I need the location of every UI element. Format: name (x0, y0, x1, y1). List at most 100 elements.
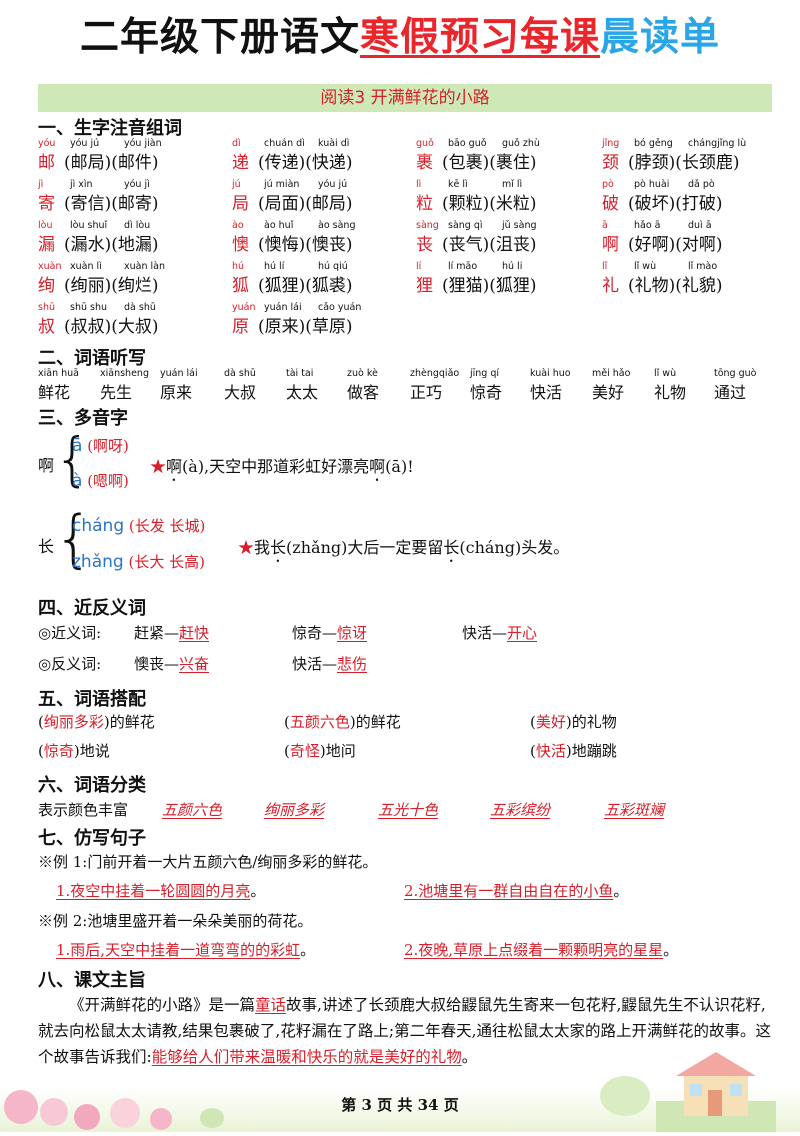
char-glyph: 狸 (416, 276, 433, 296)
flower-decoration (74, 1104, 100, 1130)
dictation-word: 通过 (714, 383, 747, 402)
word-pair: (局面)(邮局) (258, 194, 353, 214)
dictation-pinyin: tài tai (286, 368, 314, 379)
char-pinyin: pò (602, 179, 614, 190)
synonym-label: ◎近义词: (38, 624, 102, 642)
bush-decoration (600, 1076, 650, 1116)
word-pair: (包裹)(裹住) (442, 153, 537, 173)
dictation-word: 惊奇 (470, 383, 503, 402)
collocation-item: (五颜六色)的鲜花 (284, 713, 401, 731)
char-glyph: 裹 (416, 153, 433, 173)
polyphone-char-a: 啊 (38, 456, 55, 475)
word-pinyin: bó gěng (634, 138, 673, 149)
char-pinyin: xuàn (38, 261, 62, 272)
word-pair: (破坏)(打破) (628, 194, 723, 214)
char-pinyin: yóu (38, 138, 56, 149)
dictation-word: 美好 (592, 383, 625, 402)
dictation-item: dà shū 大叔 (224, 368, 256, 403)
word-pinyin: xuàn lì (70, 261, 102, 272)
collocation-item: (绚丽多彩)的鲜花 (38, 713, 155, 731)
dictation-item: zuò kè 做客 (347, 368, 379, 403)
dictation-item: lǐ wù 礼物 (654, 368, 686, 403)
word-pinyin: yuán lái (264, 302, 302, 313)
dictation-pinyin: xiān huā (38, 368, 79, 379)
classify-item: 五彩斑斓 (604, 801, 665, 819)
word-pinyin: yóu jì (124, 179, 150, 190)
section-heading-6: 六、词语分类 (38, 775, 146, 796)
dictation-pinyin: jīng qí (470, 368, 500, 379)
brace-a: { (54, 425, 91, 493)
char-pinyin: sàng (416, 220, 439, 231)
char-glyph: 叔 (38, 317, 55, 337)
dictation-item: měi hǎo 美好 (592, 368, 630, 403)
dictation-item: xiānsheng 先生 (100, 368, 149, 403)
dictation-pinyin: zuò kè (347, 368, 378, 379)
dictation-item: kuài huo 快活 (530, 368, 571, 403)
title-part-3: 晨读单 (600, 15, 721, 60)
synonym-pair: 赶紧—赶快 (134, 624, 210, 642)
char-glyph: 邮 (38, 153, 55, 173)
word-pinyin: sàng qì (448, 220, 483, 231)
dictation-item: zhèngqiǎo 正巧 (410, 368, 459, 403)
example-1-answer-1: 1.夜空中挂着一轮圆圆的月亮。 (56, 882, 266, 900)
char-pinyin: lǐ (602, 261, 608, 272)
word-pinyin: kuài dì (318, 138, 350, 149)
section-heading-7: 七、仿写句子 (38, 828, 146, 849)
char-glyph: 绚 (38, 276, 55, 296)
word-pinyin: hǎo ā (634, 220, 661, 231)
dictation-pinyin: xiānsheng (100, 368, 149, 379)
char-pinyin: lì (416, 179, 422, 190)
theme-paragraph: 《开满鲜花的小路》是一篇童话故事,讲述了长颈鹿大叔给鼹鼠先生寄来一包花籽,鼹鼠先… (38, 996, 772, 1066)
flower-decoration (40, 1098, 68, 1126)
char-glyph: 递 (232, 153, 249, 173)
word-pinyin: pò huài (634, 179, 670, 190)
char-pinyin: ào (232, 220, 244, 231)
section-heading-5: 五、词语搭配 (38, 689, 146, 710)
word-pinyin: dǎ pò (688, 179, 715, 190)
char-pinyin: lí (416, 261, 422, 272)
word-pinyin: yóu jú (70, 138, 100, 149)
word-pair: (狸猫)(狐狸) (442, 276, 537, 296)
synonym-pair: 快活—开心 (462, 624, 538, 642)
word-pair: (传递)(快递) (258, 153, 353, 173)
char-glyph: 啊 (602, 235, 619, 255)
word-pair: (丧气)(沮丧) (442, 235, 537, 255)
word-pinyin: lòu shuǐ (70, 220, 108, 231)
antonym-label: ◎反义词: (38, 655, 102, 673)
polyphone-chang-sentence: ★我长(zhǎng)大后一定要留长(cháng)头发。 (238, 538, 570, 557)
word-pinyin: bāo guǒ (448, 138, 487, 149)
flower-decoration (4, 1090, 38, 1124)
flower-decoration (150, 1108, 172, 1130)
section-heading-8: 八、课文主旨 (38, 970, 146, 991)
dictation-pinyin: kuài huo (530, 368, 571, 379)
word-pair: (脖颈)(长颈鹿) (628, 153, 740, 173)
word-pinyin: ào sàng (318, 220, 356, 231)
char-pinyin: guǒ (416, 138, 434, 149)
word-pinyin: chuán dì (264, 138, 305, 149)
antonym-pair: 懊丧—兴奋 (134, 655, 210, 673)
house-decoration (656, 1046, 776, 1132)
char-glyph: 局 (232, 194, 249, 214)
dictation-item: xiān huā 鲜花 (38, 368, 79, 403)
dictation-item: jīng qí 惊奇 (470, 368, 502, 403)
page-number: 第 3 页 共 34 页 (341, 1096, 459, 1114)
dictation-word: 原来 (160, 383, 193, 402)
dictation-pinyin: tōng guò (714, 368, 757, 379)
title-part-2: 寒假预习每课 (359, 15, 600, 60)
dictation-item: tài tai 太太 (286, 368, 318, 403)
dictation-pinyin: yuán lái (160, 368, 198, 379)
bush-decoration (200, 1108, 224, 1128)
antonym-pair: 快活—悲伤 (292, 655, 368, 673)
char-glyph: 狐 (232, 276, 249, 296)
word-pinyin: lǐ mào (688, 261, 718, 272)
collocation-item: (快活)地蹦跳 (530, 742, 617, 760)
char-glyph: 原 (232, 317, 249, 337)
word-pinyin: duì ā (688, 220, 712, 231)
word-pinyin: yóu jiàn (124, 138, 162, 149)
word-pinyin: hú qiú (318, 261, 348, 272)
dictation-word: 快活 (530, 383, 563, 402)
char-pinyin: shū (38, 302, 55, 313)
dictation-item: tōng guò 通过 (714, 368, 756, 403)
polyphone-char-chang: 长 (38, 537, 55, 556)
word-pinyin: mǐ lì (502, 179, 523, 190)
